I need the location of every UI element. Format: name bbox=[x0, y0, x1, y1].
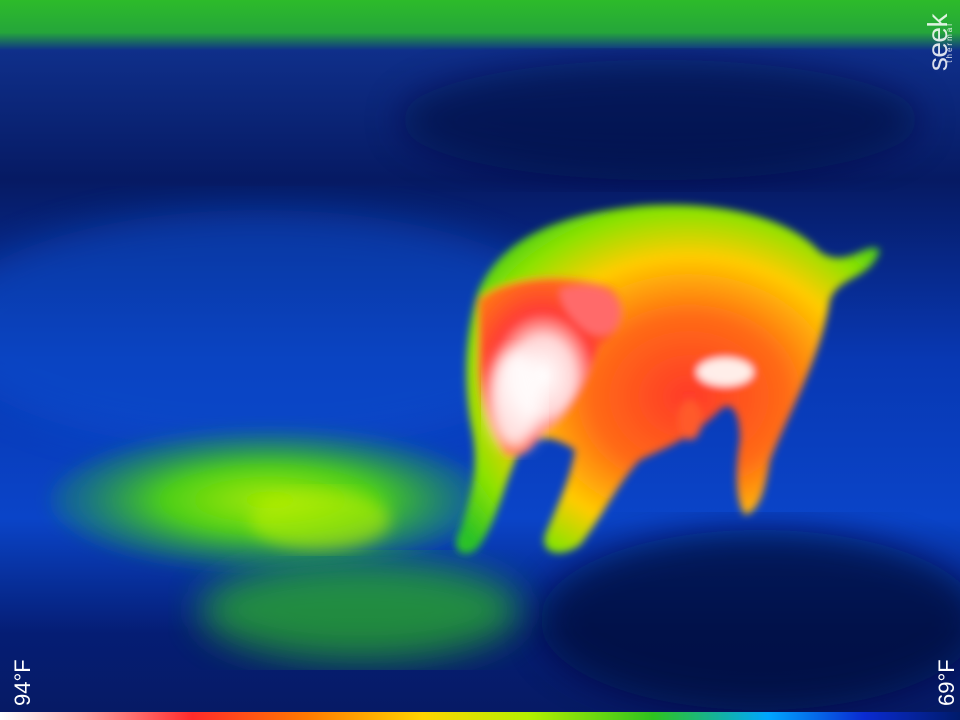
max-temperature-label: 94°F bbox=[10, 659, 35, 706]
brand-watermark: seek thermal bbox=[904, 10, 954, 76]
thermal-palette-bar bbox=[0, 712, 960, 720]
min-temperature-label: 69°F bbox=[934, 659, 959, 706]
brand-logo-subtext: thermal bbox=[945, 22, 954, 63]
